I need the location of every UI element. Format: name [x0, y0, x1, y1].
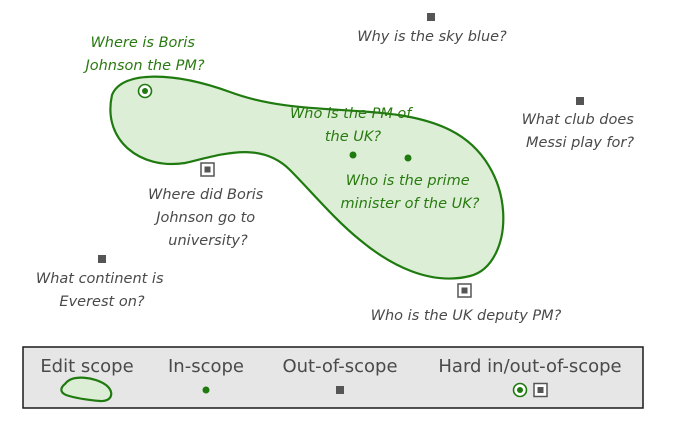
- hard-in-scope-legend-icon: [512, 382, 528, 398]
- hard-out-of-scope-marker: [457, 283, 472, 298]
- legend-label-edit-scope: Edit scope: [40, 356, 133, 377]
- question-university: Where did Boris Johnson go to university…: [148, 187, 268, 249]
- hard-out-of-scope-marker: [200, 162, 215, 177]
- in-scope-legend-icon: [202, 386, 210, 394]
- question-sky-blue: Why is the sky blue?: [357, 29, 507, 45]
- question-prime-minister: Who is the prime minister of the UK?: [341, 173, 480, 212]
- legend: Edit scope In-scope Out-of-scope Hard in…: [22, 346, 644, 409]
- out-of-scope-marker: [427, 13, 435, 21]
- out-of-scope-marker: [98, 255, 106, 263]
- legend-box: [22, 346, 644, 409]
- question-boris-pm: Where is Boris Johnson the PM?: [82, 35, 204, 74]
- legend-label-out-of-scope: Out-of-scope: [282, 356, 397, 377]
- question-everest: What continent is Everest on?: [36, 271, 168, 310]
- edit-scope-legend-icon: [60, 376, 113, 403]
- legend-label-hard: Hard in/out-of-scope: [438, 356, 621, 377]
- out-of-scope-marker: [576, 97, 584, 105]
- hard-out-of-scope-legend-icon: [533, 382, 548, 398]
- question-messi: What club does Messi play for?: [522, 112, 639, 151]
- edit-scope-region: [109, 75, 505, 280]
- out-of-scope-legend-icon: [336, 386, 344, 394]
- in-scope-marker: [349, 151, 357, 159]
- hard-in-scope-marker: [137, 83, 153, 99]
- question-deputy-pm: Who is the UK deputy PM?: [371, 308, 562, 324]
- legend-label-in-scope: In-scope: [168, 356, 244, 377]
- in-scope-marker: [404, 154, 412, 162]
- question-who-pm: Who is the PM of the UK?: [290, 106, 416, 145]
